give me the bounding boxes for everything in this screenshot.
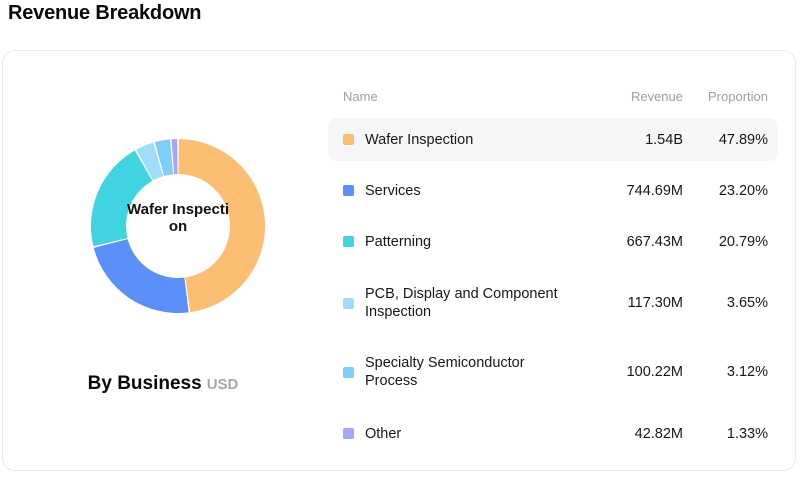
- row-revenue-value: 744.69M: [626, 182, 683, 199]
- column-header-proportion: Proportion: [708, 88, 768, 104]
- donut-chart[interactable]: Wafer Inspection: [88, 136, 268, 316]
- row-revenue-value: 1.54B: [645, 131, 683, 148]
- row-proportion-value: 1.33%: [726, 425, 768, 442]
- row-name-cell: PCB, Display and Component Inspection: [328, 285, 573, 321]
- table-row[interactable]: PCB, Display and Component Inspection 117…: [328, 273, 778, 333]
- donut-slice[interactable]: [154, 139, 174, 176]
- row-name-cell: Wafer Inspection: [328, 131, 573, 149]
- revenue-breakdown-card: Wafer Inspection By Business USD Name Rev…: [2, 50, 796, 471]
- table-row[interactable]: Services 744.69M 23.20%: [328, 169, 778, 212]
- series-color-swatch-icon: [343, 185, 354, 196]
- donut-center-label: Wafer Inspection: [127, 201, 229, 235]
- table-row[interactable]: Specialty Semiconductor Process 100.22M 3.…: [328, 342, 778, 402]
- revenue-table: Name Revenue Proportion Wafer Inspection…: [323, 51, 797, 472]
- series-color-swatch-icon: [343, 366, 354, 378]
- table-row[interactable]: Wafer Inspection 1.54B 47.89%: [328, 118, 778, 161]
- chart-caption-title: By Business: [87, 373, 202, 394]
- row-revenue-value: 117.30M: [627, 295, 683, 311]
- donut-slice[interactable]: [171, 139, 178, 175]
- row-label: Specialty Semiconductor Process: [365, 355, 525, 389]
- row-proportion-value: 47.89%: [718, 131, 768, 148]
- row-label: Services: [365, 182, 421, 199]
- row-proportion-value: 20.79%: [718, 233, 768, 250]
- row-revenue-value: 667.43M: [626, 233, 683, 250]
- row-label: PCB, Display and Component Inspection: [365, 286, 558, 320]
- donut-slice[interactable]: [93, 239, 189, 313]
- chart-caption-unit: USD: [206, 376, 239, 393]
- table-header-row: Name Revenue Proportion: [328, 84, 778, 108]
- row-label: Patterning: [365, 233, 432, 250]
- table-row[interactable]: Patterning 667.43M 20.79%: [328, 220, 778, 263]
- row-revenue-value: 42.82M: [634, 425, 683, 442]
- series-color-swatch-icon: [343, 297, 354, 309]
- donut-slice[interactable]: [136, 142, 164, 181]
- row-name-cell: Patterning: [328, 233, 573, 251]
- column-header-name: Name: [343, 88, 378, 104]
- row-name-cell: Specialty Semiconductor Process: [328, 354, 573, 390]
- column-header-revenue: Revenue: [630, 88, 683, 104]
- row-revenue-value: 100.22M: [626, 364, 683, 380]
- donut-chart-svg: [91, 139, 265, 313]
- series-color-swatch-icon: [343, 236, 354, 247]
- row-proportion-value: 3.12%: [726, 364, 768, 380]
- donut-slice[interactable]: [178, 139, 265, 313]
- row-name-cell: Other: [328, 425, 573, 443]
- series-color-swatch-icon: [343, 134, 354, 145]
- row-proportion-value: 3.65%: [726, 295, 768, 311]
- chart-caption: By Business USD: [3, 373, 323, 395]
- chart-panel: Wafer Inspection By Business USD: [3, 51, 323, 472]
- row-label: Other: [365, 425, 402, 442]
- series-color-swatch-icon: [343, 428, 354, 439]
- donut-slice[interactable]: [91, 150, 153, 247]
- table-row[interactable]: Other 42.82M 1.33%: [328, 412, 778, 455]
- row-proportion-value: 23.20%: [718, 182, 768, 199]
- row-label: Wafer Inspection: [365, 131, 474, 148]
- page-title: Revenue Breakdown: [8, 2, 202, 24]
- row-name-cell: Services: [328, 182, 573, 200]
